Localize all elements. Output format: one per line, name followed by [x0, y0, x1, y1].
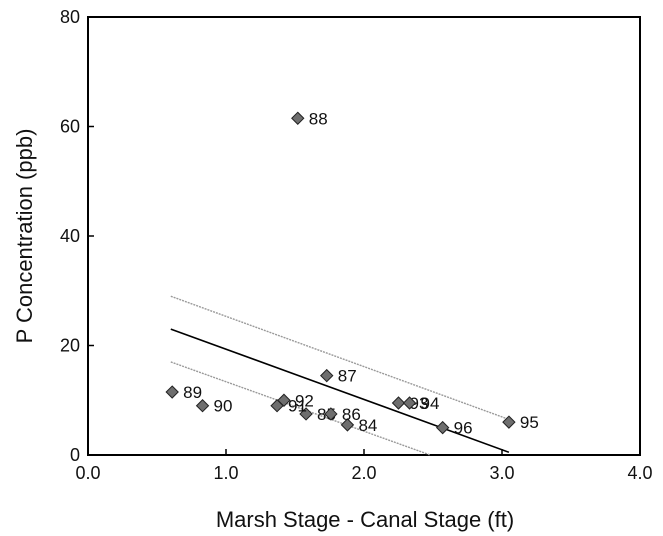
data-point-marker	[277, 393, 291, 407]
data-point-label: 94	[421, 394, 440, 413]
x-tick-label: 0.0	[75, 463, 100, 483]
data-point-marker	[435, 420, 450, 435]
fit-lines	[170, 295, 510, 456]
data-point-label: 89	[183, 383, 202, 402]
x-axis-title: Marsh Stage - Canal Stage (ft)	[216, 507, 514, 532]
data-point-marker	[165, 385, 179, 399]
data-point-label: 95	[520, 413, 539, 432]
y-tick-label: 80	[60, 7, 80, 27]
regression-line	[170, 328, 510, 454]
x-tick-label: 4.0	[627, 463, 652, 483]
data-point-label: 93	[410, 394, 429, 413]
y-tick-label: 20	[60, 336, 80, 356]
x-tick-label: 1.0	[213, 463, 238, 483]
data-point-marker	[195, 399, 210, 413]
data-point-label: 84	[358, 416, 377, 435]
y-tick-label: 40	[60, 226, 80, 246]
lower-confidence-line	[170, 361, 431, 456]
data-point-label: 88	[309, 109, 328, 128]
data-points: 84858687888990919293949596	[165, 109, 539, 438]
x-tick-label: 2.0	[351, 463, 376, 483]
data-point-marker	[299, 407, 313, 421]
data-point-label: 96	[454, 419, 473, 438]
data-point-label: 91	[288, 397, 307, 416]
data-point-label: 86	[342, 405, 361, 424]
y-tick-label: 60	[60, 117, 80, 137]
data-point-marker	[324, 407, 338, 421]
data-point-marker	[402, 396, 417, 410]
data-point-marker	[320, 368, 334, 383]
data-point-marker	[502, 415, 516, 429]
data-point-marker	[340, 418, 355, 432]
y-tick-label: 0	[70, 445, 80, 465]
data-point-label: 87	[338, 367, 357, 386]
x-tick-label: 3.0	[489, 463, 514, 483]
data-point-label: 92	[295, 391, 314, 410]
data-point-marker	[291, 111, 305, 125]
axes: 0.0 1.0 2.0 3.0 4.0 0 20 40 60 80	[60, 7, 653, 483]
data-point-marker	[391, 396, 406, 410]
data-point-label: 90	[214, 397, 233, 416]
y-axis-title: P Concentration (ppb)	[12, 129, 37, 344]
